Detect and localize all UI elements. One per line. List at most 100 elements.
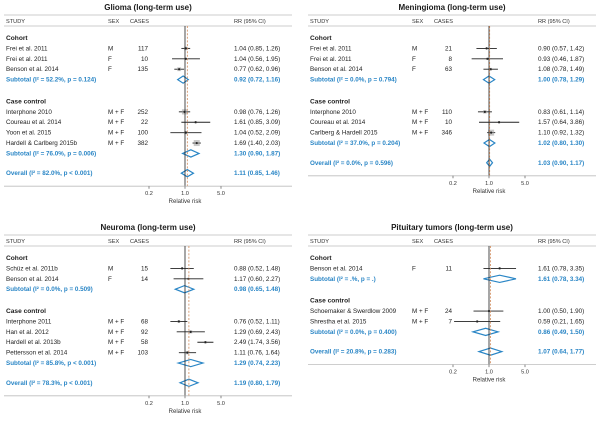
x-tick-label: 1.0 <box>181 191 189 197</box>
study-sex: M + F <box>108 140 124 147</box>
study-sex: M + F <box>108 329 124 336</box>
study-sex: M + F <box>108 109 124 116</box>
forest-panel-4: Pituitary tumors (long-term use) STUDY SEX… <box>308 223 596 384</box>
study-name: Schüz et al. 2011b <box>6 265 58 272</box>
study-name: Benson et al. 2014 <box>6 66 59 73</box>
study-rr-ci: 1.61 (0.85, 3.09) <box>234 119 280 126</box>
point-estimate <box>181 267 184 270</box>
point-estimate <box>498 267 501 270</box>
study-rr-ci: 1.10 (0.92, 1.32) <box>538 130 584 137</box>
study-name: Pettersson et al. 2014 <box>6 350 68 357</box>
group-heading: Cohort <box>6 255 28 262</box>
study-name: Frei et al. 2011 <box>6 45 48 52</box>
study-name: Frei et al. 2011 <box>310 45 352 52</box>
study-cases: 135 <box>137 66 148 73</box>
subtotal-label: Subtotal (I² = 52.2%, p = 0.124) <box>6 77 96 84</box>
study-sex: M + F <box>108 130 124 137</box>
study-rr-ci: 2.49 (1.74, 3.56) <box>234 339 280 346</box>
study-rr-ci: 1.17 (0.60, 2.27) <box>234 276 280 283</box>
study-rr-ci: 1.61 (0.78, 3.35) <box>538 265 584 272</box>
study-cases: 117 <box>138 45 149 52</box>
study-cases: 21 <box>445 45 453 52</box>
study-rr-ci: 1.04 (0.56, 1.95) <box>234 56 280 63</box>
subtotal-rr-ci: 0.92 (0.72, 1.16) <box>234 77 280 84</box>
col-header-study: STUDY <box>6 19 25 25</box>
study-rr-ci: 0.77 (0.62, 0.96) <box>234 66 280 73</box>
overall-rr-ci: 1.19 (0.80, 1.79) <box>234 380 280 387</box>
x-axis-label: Relative risk <box>473 378 507 384</box>
study-cases: 22 <box>141 119 149 126</box>
x-tick-label: 5.0 <box>521 181 529 187</box>
col-header-cases: CASES <box>434 239 453 245</box>
study-rr-ci: 0.83 (0.61, 1.14) <box>538 109 584 116</box>
subtotal-label: Subtotal (I² = 0.0%, p = 0.794) <box>310 77 397 84</box>
col-header-rr: RR (95% CI) <box>234 239 266 245</box>
col-header-sex: SEX <box>108 239 119 245</box>
col-header-study: STUDY <box>310 239 329 245</box>
study-sex: M + F <box>108 318 124 325</box>
study-sex: M + F <box>412 308 428 315</box>
study-cases: 10 <box>445 119 453 126</box>
col-header-study: STUDY <box>310 19 329 25</box>
study-sex: F <box>108 276 112 283</box>
study-rr-ci: 1.08 (0.78, 1.49) <box>538 66 584 73</box>
study-sex: M + F <box>108 339 124 346</box>
study-cases: 346 <box>441 130 452 137</box>
group-heading: Case control <box>310 98 350 105</box>
study-rr-ci: 0.88 (0.52, 1.48) <box>234 265 280 272</box>
subtotal-diamond <box>181 149 201 158</box>
x-axis-label: Relative risk <box>473 189 507 195</box>
study-name: Carlberg & Hardell 2015 <box>310 130 378 137</box>
col-header-sex: SEX <box>108 19 119 25</box>
x-tick-label: 5.0 <box>217 191 225 197</box>
group-heading: Case control <box>6 308 46 315</box>
point-estimate <box>186 351 189 354</box>
x-tick-label: 1.0 <box>485 181 493 187</box>
overall-rr-ci: 1.11 (0.85, 1.46) <box>234 170 280 177</box>
subtotal-diamond <box>176 75 190 84</box>
study-cases: 68 <box>141 318 149 325</box>
subtotal-rr-ci: 1.30 (0.90, 1.87) <box>234 150 280 157</box>
study-cases: 24 <box>445 308 453 315</box>
col-header-sex: SEX <box>412 239 423 245</box>
study-cases: 7 <box>448 318 452 325</box>
study-name: Interphone 2010 <box>6 109 52 116</box>
study-rr-ci: 1.11 (0.76, 1.64) <box>234 350 280 357</box>
study-name: Benson et al. 2014 <box>310 265 363 272</box>
study-rr-ci: 0.98 (0.76, 1.26) <box>234 109 280 116</box>
group-heading: Case control <box>310 298 350 305</box>
x-tick-label: 5.0 <box>217 401 225 407</box>
study-sex: M + F <box>108 350 124 357</box>
subtotal-diamond <box>173 284 196 294</box>
study-cases: 14 <box>141 276 149 283</box>
study-name: Hardell & Carlberg 2015b <box>6 140 78 147</box>
x-tick-label: 5.0 <box>521 370 529 376</box>
point-estimate <box>483 110 486 113</box>
point-estimate <box>204 341 207 344</box>
study-name: Benson et al. 2014 <box>310 66 363 73</box>
study-cases: 100 <box>137 130 148 137</box>
col-header-rr: RR (95% CI) <box>538 19 570 25</box>
study-sex: M <box>108 45 113 52</box>
study-name: Yoon et al. 2015 <box>6 130 52 137</box>
study-name: Han et al. 2012 <box>6 329 49 336</box>
study-name: Frei et al. 2011 <box>310 56 352 63</box>
x-tick-label: 0.2 <box>145 191 153 197</box>
study-sex: F <box>412 265 416 272</box>
subtotal-label: Subtotal (I² = .%, p = .) <box>310 276 376 283</box>
study-rr-ci: 0.76 (0.52, 1.11) <box>234 318 280 325</box>
col-header-cases: CASES <box>130 239 149 245</box>
point-estimate <box>195 141 198 145</box>
study-name: Shrestha et al. 2015 <box>310 318 367 325</box>
col-header-rr: RR (95% CI) <box>234 19 266 25</box>
subtotal-diamond <box>176 358 206 368</box>
x-axis-label: Relative risk <box>169 199 203 205</box>
study-rr-ci: 0.90 (0.57, 1.42) <box>538 45 584 52</box>
study-cases: 11 <box>445 265 452 272</box>
subtotal-label: Subtotal (I² = 85.8%, p < 0.001) <box>6 360 96 367</box>
x-tick-label: 0.2 <box>449 370 457 376</box>
study-sex: M + F <box>412 119 428 126</box>
study-sex: F <box>412 56 416 63</box>
study-cases: 63 <box>445 66 453 73</box>
